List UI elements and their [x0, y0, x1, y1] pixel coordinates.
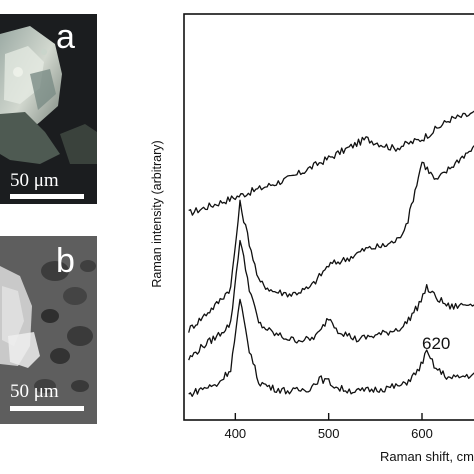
panel-label-b: b — [56, 242, 75, 280]
x-tick-label: 500 — [318, 426, 340, 441]
series-layer — [188, 110, 474, 397]
scale-bar-b — [10, 406, 84, 411]
micrograph-panel-b: b 50 μm — [0, 236, 97, 424]
x-tick-label: 600 — [411, 426, 433, 441]
raman-spectrum-line-1 — [188, 110, 474, 216]
optical-micrograph-image — [0, 14, 97, 204]
scale-bar-a — [10, 194, 84, 199]
scale-bar-label-a: 50 μm — [10, 170, 59, 191]
peak-annotation: 620 — [422, 334, 450, 353]
scale-bar-label-b: 50 μm — [10, 381, 59, 402]
raman-spectrum-line-3 — [188, 239, 474, 361]
plot-border — [183, 13, 474, 421]
raman-spectrum-line-2 — [188, 144, 474, 333]
raman-spectrum-line-4 — [188, 298, 474, 397]
x-tick-label: 400 — [224, 426, 246, 441]
plot-frame — [183, 13, 474, 421]
x-axis-label: Raman shift, cm — [380, 449, 474, 464]
y-axis-label: Raman intensity (arbitrary) — [150, 140, 164, 287]
sem-micrograph-image — [0, 236, 97, 424]
x-axis-ticks: 400 500 600 — [224, 413, 433, 441]
micrograph-panel-a: a 50 μm — [0, 14, 97, 204]
panel-label-a: a — [56, 18, 75, 56]
